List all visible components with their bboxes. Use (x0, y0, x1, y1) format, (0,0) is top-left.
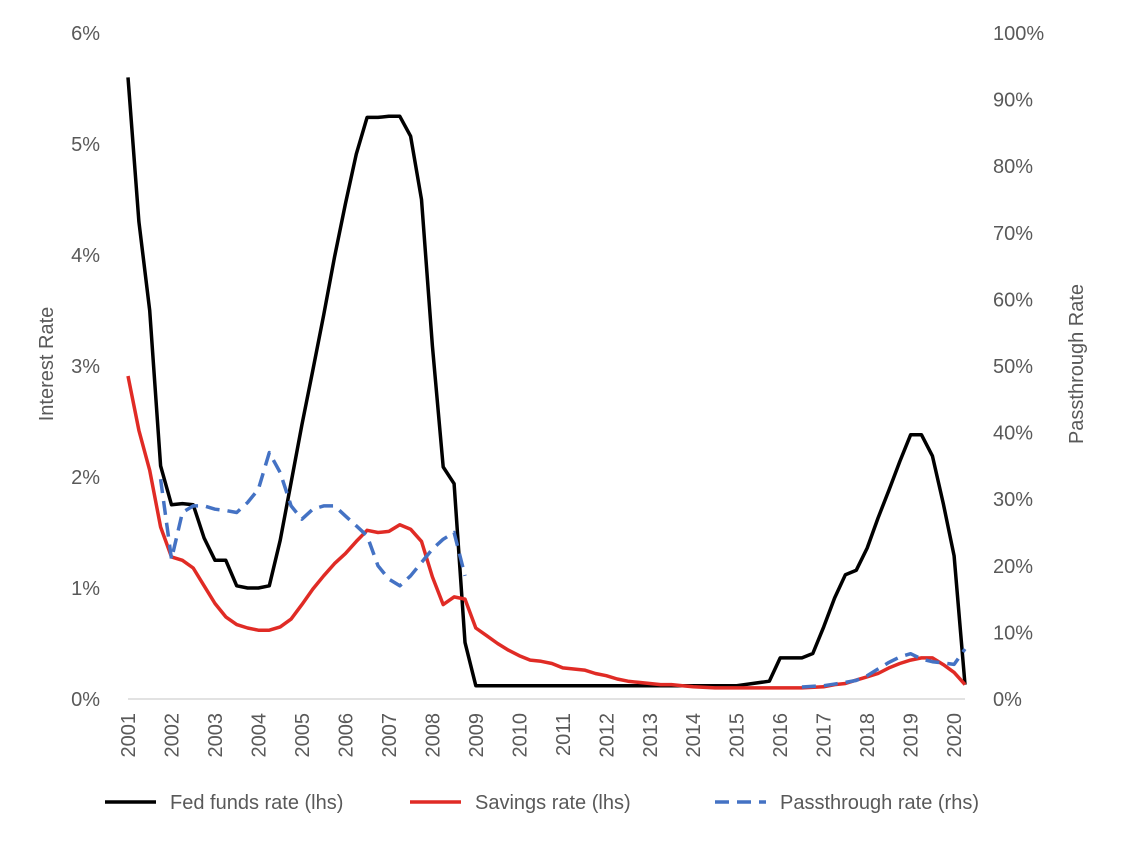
x-tick-label: 2011 (553, 713, 575, 756)
y-right-tick-label: 40% (993, 423, 1033, 445)
right-axis-ticks: 0% 10% 20% 30% 40% 50% 60% 70% 80% 90% 100% (993, 23, 1044, 711)
y-right-tick-label: 60% (993, 289, 1033, 311)
x-tick-label: 2015 (727, 713, 749, 758)
y-right-tick-label: 100% (993, 23, 1044, 45)
y-left-tick-label: 4% (71, 245, 100, 267)
x-tick-label: 2002 (161, 713, 183, 758)
x-tick-label: 2012 (596, 713, 618, 758)
x-tick-label: 2014 (683, 713, 705, 758)
y-right-tick-label: 20% (993, 556, 1033, 578)
series-group (126, 77, 967, 690)
x-tick-label: 2007 (379, 713, 401, 758)
x-tick-label: 2009 (466, 713, 488, 758)
x-tick-label: 2008 (422, 713, 444, 758)
legend-label: Fed funds rate (lhs) (170, 792, 343, 814)
legend-label: Savings rate (lhs) (475, 792, 631, 814)
x-tick-label: 2019 (901, 713, 923, 758)
series-line-3 (158, 450, 467, 588)
x-tick-label: 2018 (857, 713, 879, 758)
x-tick-label: 2006 (335, 713, 357, 758)
x-tick-label: 2005 (292, 713, 314, 758)
x-tick-label: 2020 (944, 713, 966, 758)
y-right-axis-title: Passthrough Rate (1066, 284, 1088, 444)
x-tick-label: 2004 (248, 713, 270, 758)
y-left-tick-label: 0% (71, 689, 100, 711)
y-right-tick-label: 30% (993, 489, 1033, 511)
y-left-tick-label: 3% (71, 356, 100, 378)
x-tick-label: 2010 (509, 713, 531, 758)
x-axis-ticks: 2001 2002 2003 2004 2005 2006 2007 2008 2009 2010… (118, 713, 966, 758)
y-right-tick-label: 90% (993, 90, 1033, 112)
x-tick-label: 2003 (205, 713, 227, 758)
x-tick-label: 2017 (814, 713, 836, 758)
y-left-tick-label: 6% (71, 23, 100, 45)
y-left-tick-label: 5% (71, 134, 100, 156)
x-tick-label: 2001 (118, 713, 140, 758)
y-right-tick-label: 70% (993, 223, 1033, 245)
legend: Fed funds rate (lhs) Savings rate (lhs) Pa… (105, 792, 979, 814)
y-left-axis-title: Interest Rate (36, 307, 58, 422)
y-right-tick-label: 10% (993, 622, 1033, 644)
series-line-3 (801, 647, 967, 689)
series-line-2 (126, 375, 967, 690)
y-right-tick-label: 80% (993, 156, 1033, 178)
y-left-tick-label: 2% (71, 467, 100, 489)
series-line-1 (126, 77, 967, 688)
y-left-tick-label: 1% (71, 578, 100, 600)
legend-label: Passthrough rate (rhs) (780, 792, 979, 814)
x-tick-label: 2013 (640, 713, 662, 758)
y-right-tick-label: 50% (993, 356, 1033, 378)
y-right-tick-label: 0% (993, 689, 1022, 711)
x-tick-label: 2016 (770, 713, 792, 758)
left-axis-ticks: 0% 1% 2% 3% 4% 5% 6% (71, 23, 100, 711)
